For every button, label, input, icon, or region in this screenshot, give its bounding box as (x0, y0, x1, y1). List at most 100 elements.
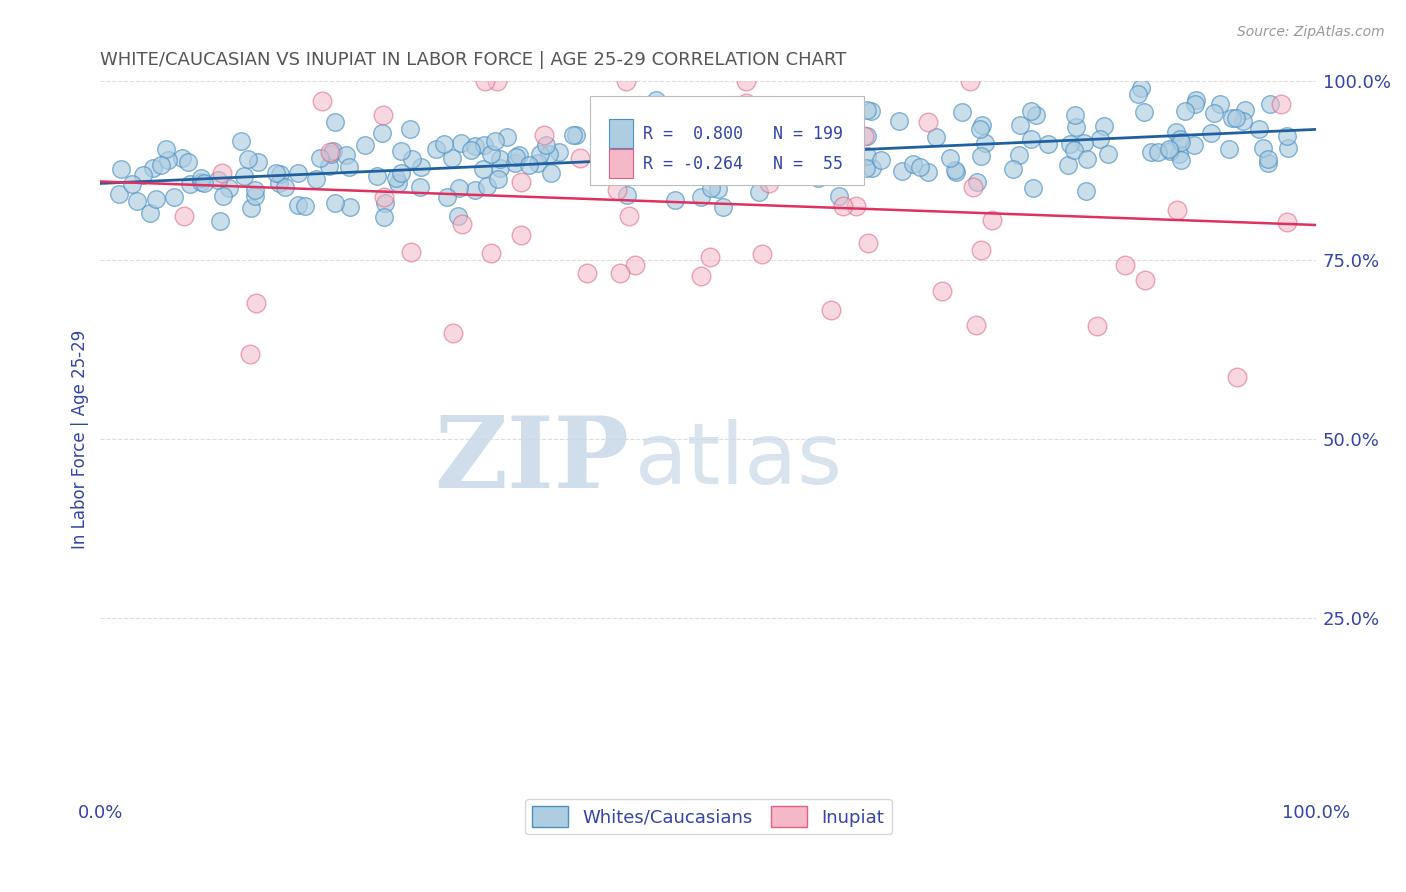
Point (274, 179, 297, 194)
Y-axis label: In Labor Force | Age 25-29: In Labor Force | Age 25-29 (72, 329, 89, 549)
Point (1073, 136, 1095, 150)
Bar (609, 120, 633, 148)
Point (1064, 108, 1087, 122)
Point (309, 151, 332, 165)
Point (692, 151, 714, 165)
Point (699, 250, 721, 264)
Point (606, 183, 628, 197)
Point (1258, 96, 1281, 111)
Point (1234, 103, 1257, 117)
Point (319, 147, 342, 161)
Point (517, 158, 540, 172)
Point (269, 167, 291, 181)
Point (139, 206, 162, 220)
Point (236, 152, 259, 166)
Point (727, 148, 749, 162)
Point (685, 147, 707, 161)
Point (830, 113, 852, 128)
Point (534, 137, 557, 152)
Point (844, 104, 866, 119)
Point (962, 180, 984, 194)
Point (575, 267, 598, 281)
Point (853, 128, 876, 143)
Point (449, 181, 471, 195)
Point (323, 114, 346, 128)
Point (619, 209, 641, 223)
Point (689, 190, 711, 204)
Point (177, 155, 200, 169)
Point (529, 147, 551, 161)
Point (917, 115, 939, 129)
Point (887, 114, 910, 128)
Point (1159, 142, 1181, 156)
Point (495, 130, 517, 145)
Point (472, 161, 495, 176)
Text: WHITE/CAUCASIAN VS INUPIAT IN LABOR FORCE | AGE 25-29 CORRELATION CHART: WHITE/CAUCASIAN VS INUPIAT IN LABOR FORC… (100, 51, 846, 69)
Point (150, 158, 173, 172)
Point (510, 175, 533, 189)
Point (724, 130, 747, 145)
Point (484, 134, 506, 148)
Point (460, 143, 482, 157)
Point (1064, 120, 1087, 135)
Point (125, 194, 148, 208)
Point (156, 153, 179, 167)
Point (1146, 145, 1168, 160)
Point (142, 161, 165, 176)
Point (735, 74, 758, 88)
Point (1129, 80, 1152, 95)
Point (591, 158, 613, 172)
Point (700, 181, 723, 195)
Point (1019, 132, 1042, 146)
Point (108, 186, 131, 201)
Point (1036, 136, 1059, 151)
Point (486, 172, 509, 186)
Point (762, 114, 785, 128)
Point (425, 142, 447, 156)
Point (1059, 136, 1081, 151)
Point (562, 128, 585, 142)
Point (155, 143, 177, 157)
Point (212, 188, 235, 202)
Point (366, 169, 388, 183)
Point (489, 152, 512, 166)
Point (1126, 87, 1149, 101)
Point (433, 137, 456, 152)
Point (526, 156, 548, 170)
Point (190, 175, 212, 189)
Point (475, 178, 498, 193)
Point (319, 145, 342, 159)
Point (1114, 258, 1136, 272)
Point (239, 346, 262, 360)
Point (1275, 128, 1298, 143)
Point (624, 258, 647, 272)
Point (479, 147, 502, 161)
Point (596, 167, 619, 181)
Point (193, 176, 215, 190)
Point (132, 168, 155, 182)
Point (1170, 135, 1192, 149)
Point (908, 161, 931, 175)
Point (1184, 97, 1206, 112)
Point (945, 164, 967, 178)
Point (311, 94, 333, 108)
Point (830, 128, 852, 142)
Point (335, 148, 357, 162)
Point (903, 156, 925, 170)
Point (163, 190, 186, 204)
Point (609, 266, 631, 280)
Point (245, 183, 267, 197)
Text: R = -0.264   N =  55: R = -0.264 N = 55 (643, 154, 842, 173)
Point (1063, 143, 1085, 157)
Point (1209, 96, 1232, 111)
Point (858, 236, 880, 251)
Point (693, 168, 716, 182)
Point (489, 161, 512, 176)
Point (218, 180, 240, 194)
Point (246, 155, 269, 169)
Point (939, 151, 962, 165)
Point (860, 161, 883, 175)
Point (564, 128, 586, 142)
Point (943, 163, 966, 178)
Point (845, 199, 868, 213)
